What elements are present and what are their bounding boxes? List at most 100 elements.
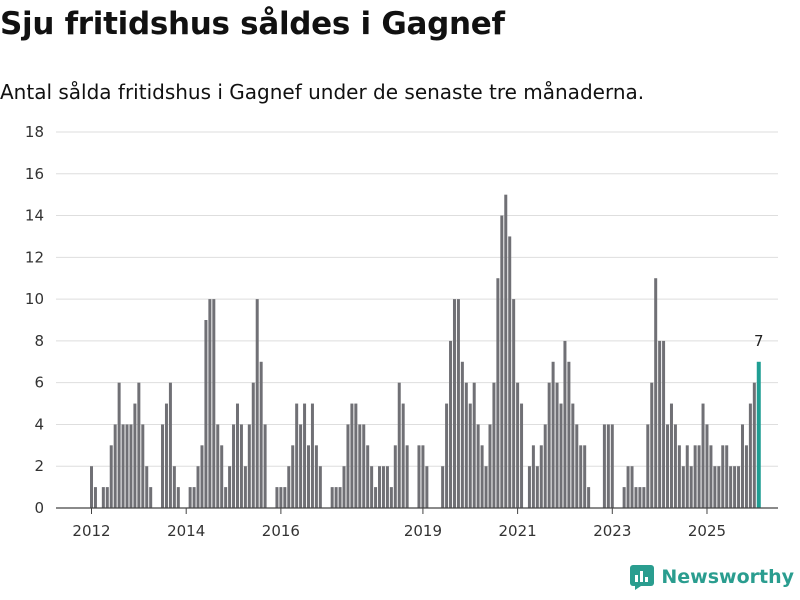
bar	[634, 487, 638, 508]
bar	[93, 487, 97, 508]
data-label-last: 7	[754, 332, 764, 350]
bar	[125, 424, 129, 508]
bar	[701, 403, 705, 508]
bar	[476, 424, 480, 508]
bar	[642, 487, 646, 508]
bar	[303, 403, 307, 508]
bar	[299, 424, 303, 508]
bar	[310, 403, 314, 508]
bar	[666, 424, 670, 508]
bar	[729, 466, 733, 508]
bar	[354, 403, 358, 508]
y-tick-label: 8	[34, 332, 44, 350]
bar	[752, 382, 756, 508]
bar	[744, 445, 748, 508]
x-tick-label: 2012	[72, 522, 110, 538]
bar	[445, 403, 449, 508]
bar	[464, 382, 468, 508]
bar	[243, 466, 247, 508]
bar	[263, 424, 267, 508]
bar	[425, 466, 429, 508]
bar	[709, 445, 713, 508]
bar	[117, 382, 121, 508]
bar	[626, 466, 630, 508]
bar	[488, 424, 492, 508]
bar	[168, 382, 172, 508]
bar	[141, 424, 145, 508]
x-tick-label: 2025	[688, 522, 726, 538]
bar	[397, 382, 401, 508]
chart-title: Sju fritidshus såldes i Gagnef	[0, 6, 505, 42]
bar	[283, 487, 287, 508]
bar	[527, 466, 531, 508]
bar	[733, 466, 737, 508]
bar	[378, 466, 382, 508]
bar	[539, 445, 543, 508]
bar	[575, 424, 579, 508]
bar	[330, 487, 334, 508]
bar	[239, 424, 243, 508]
bar	[740, 424, 744, 508]
bar	[662, 340, 666, 508]
bar	[161, 424, 165, 508]
bar	[220, 445, 224, 508]
bar	[318, 466, 322, 508]
bar	[685, 445, 689, 508]
bar	[370, 466, 374, 508]
bar	[334, 487, 338, 508]
bar	[480, 445, 484, 508]
bar	[279, 487, 283, 508]
bar	[551, 361, 555, 508]
bar	[587, 487, 591, 508]
bar	[441, 466, 445, 508]
bar	[176, 487, 180, 508]
bar	[492, 382, 496, 508]
bar	[149, 487, 153, 508]
bar	[654, 278, 658, 508]
bar	[460, 361, 464, 508]
bar	[405, 445, 409, 508]
bar	[196, 466, 200, 508]
bar	[358, 424, 362, 508]
bar	[251, 382, 255, 508]
bar	[555, 382, 559, 508]
bar	[192, 487, 196, 508]
bar	[748, 403, 752, 508]
y-tick-label: 12	[25, 248, 44, 266]
bar	[113, 424, 117, 508]
bar	[291, 445, 295, 508]
bar	[362, 424, 366, 508]
bar	[212, 299, 216, 508]
bar	[393, 445, 397, 508]
bar	[697, 445, 701, 508]
bar	[658, 340, 662, 508]
bar	[669, 403, 673, 508]
bar	[381, 466, 385, 508]
bar	[547, 382, 551, 508]
bar	[232, 424, 236, 508]
bar	[389, 487, 393, 508]
bar	[366, 445, 370, 508]
bar	[571, 403, 575, 508]
bar-highlighted	[756, 361, 761, 508]
bar	[535, 466, 539, 508]
bar	[468, 403, 472, 508]
y-tick-label: 6	[34, 374, 44, 392]
bar	[563, 340, 567, 508]
bar	[650, 382, 654, 508]
bar	[385, 466, 389, 508]
y-tick-label: 16	[25, 165, 44, 183]
bar	[559, 403, 563, 508]
bar	[725, 445, 729, 508]
bar-chart: 0 2 4 6 8 10 12 14 16 18 7 2012 2014 2016 2019 2021 2023…	[25, 123, 778, 538]
bar	[512, 299, 516, 508]
x-tick-label: 2014	[167, 522, 205, 538]
bar	[204, 320, 208, 508]
bar	[164, 403, 168, 508]
bar	[172, 466, 176, 508]
x-tick-label: 2019	[404, 522, 442, 538]
bar	[287, 466, 291, 508]
bar	[693, 445, 697, 508]
bar	[145, 466, 149, 508]
bar	[421, 445, 425, 508]
